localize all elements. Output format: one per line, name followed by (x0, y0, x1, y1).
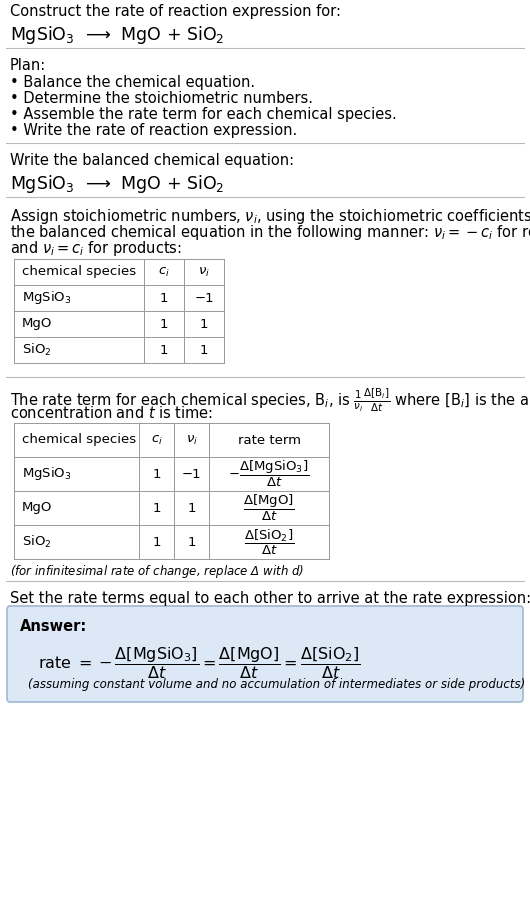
Text: Answer:: Answer: (20, 619, 87, 634)
Text: Plan:: Plan: (10, 58, 46, 73)
Text: • Assemble the rate term for each chemical species.: • Assemble the rate term for each chemic… (10, 107, 397, 122)
Text: $\dfrac{\Delta[\mathrm{MgO}]}{\Delta t}$: $\dfrac{\Delta[\mathrm{MgO}]}{\Delta t}$ (243, 493, 295, 523)
Text: Assign stoichiometric numbers, $\nu_i$, using the stoichiometric coefficients, $: Assign stoichiometric numbers, $\nu_i$, … (10, 207, 530, 226)
Text: 1: 1 (152, 468, 161, 480)
Text: and $\nu_i = c_i$ for products:: and $\nu_i = c_i$ for products: (10, 239, 182, 258)
Text: MgO: MgO (22, 501, 52, 514)
Text: (for infinitesimal rate of change, replace Δ with $d$): (for infinitesimal rate of change, repla… (10, 563, 304, 580)
Text: MgSiO$_3$: MgSiO$_3$ (22, 466, 72, 482)
Text: (assuming constant volume and no accumulation of intermediates or side products): (assuming constant volume and no accumul… (28, 678, 525, 691)
Text: MgSiO$_3$  ⟶  MgO + SiO$_2$: MgSiO$_3$ ⟶ MgO + SiO$_2$ (10, 24, 225, 46)
Text: 1: 1 (200, 318, 208, 330)
Text: SiO$_2$: SiO$_2$ (22, 534, 51, 550)
Text: 1: 1 (152, 535, 161, 549)
Text: • Write the rate of reaction expression.: • Write the rate of reaction expression. (10, 123, 297, 138)
Text: 1: 1 (160, 318, 168, 330)
Text: • Balance the chemical equation.: • Balance the chemical equation. (10, 75, 255, 90)
Text: Construct the rate of reaction expression for:: Construct the rate of reaction expressio… (10, 4, 341, 19)
Text: −1: −1 (182, 468, 201, 480)
Text: 1: 1 (152, 501, 161, 514)
Text: Set the rate terms equal to each other to arrive at the rate expression:: Set the rate terms equal to each other t… (10, 591, 530, 606)
Text: MgSiO$_3$  ⟶  MgO + SiO$_2$: MgSiO$_3$ ⟶ MgO + SiO$_2$ (10, 173, 225, 195)
Text: the balanced chemical equation in the following manner: $\nu_i = -c_i$ for react: the balanced chemical equation in the fo… (10, 223, 530, 242)
Text: chemical species: chemical species (22, 266, 136, 278)
Text: $\nu_i$: $\nu_i$ (186, 433, 198, 447)
Text: concentration and $t$ is time:: concentration and $t$ is time: (10, 405, 213, 421)
Text: 1: 1 (200, 343, 208, 357)
Text: MgSiO$_3$: MgSiO$_3$ (22, 289, 72, 307)
Text: 1: 1 (160, 291, 168, 305)
Text: 1: 1 (160, 343, 168, 357)
Text: chemical species: chemical species (22, 433, 136, 447)
Text: Write the balanced chemical equation:: Write the balanced chemical equation: (10, 153, 294, 168)
Text: rate $= -\dfrac{\Delta[\mathrm{MgSiO_3}]}{\Delta t} = \dfrac{\Delta[\mathrm{MgO}: rate $= -\dfrac{\Delta[\mathrm{MgSiO_3}]… (38, 645, 361, 681)
Text: $-\dfrac{\Delta[\mathrm{MgSiO_3}]}{\Delta t}$: $-\dfrac{\Delta[\mathrm{MgSiO_3}]}{\Delt… (228, 459, 310, 489)
Text: SiO$_2$: SiO$_2$ (22, 342, 51, 358)
Text: $\dfrac{\Delta[\mathrm{SiO_2}]}{\Delta t}$: $\dfrac{\Delta[\mathrm{SiO_2}]}{\Delta t… (244, 528, 294, 557)
Text: $\nu_i$: $\nu_i$ (198, 266, 210, 278)
Text: $c_i$: $c_i$ (158, 266, 170, 278)
Text: • Determine the stoichiometric numbers.: • Determine the stoichiometric numbers. (10, 91, 313, 106)
Text: −1: −1 (194, 291, 214, 305)
Text: rate term: rate term (237, 433, 301, 447)
FancyBboxPatch shape (7, 606, 523, 702)
Text: MgO: MgO (22, 318, 52, 330)
Text: $c_i$: $c_i$ (151, 433, 162, 447)
Text: The rate term for each chemical species, B$_i$, is $\frac{1}{\nu_i}\frac{\Delta[: The rate term for each chemical species,… (10, 387, 530, 414)
Text: 1: 1 (187, 535, 196, 549)
Text: 1: 1 (187, 501, 196, 514)
